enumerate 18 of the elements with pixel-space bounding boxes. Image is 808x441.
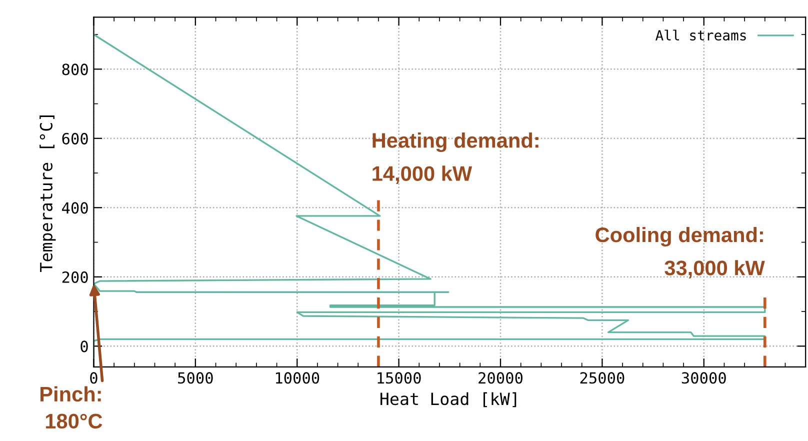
x-tick-label: 15000 [378,372,421,384]
x-tick-label: 30000 [682,372,726,384]
y-tick-label: 0 [80,340,88,352]
y-tick-label: 400 [62,202,88,214]
x-axis-title: Heat Load [kW] [380,392,516,408]
legend-label: All streams [656,30,746,41]
x-tick-label: 25000 [580,372,624,384]
ref-line-label: Cooling demand: 33,000 kW [596,226,765,278]
y-tick-label: 800 [62,64,88,76]
y-tick-label: 600 [62,132,88,144]
y-tick-label: 200 [62,271,88,283]
x-tick-label: 5000 [178,372,213,384]
ref-line-label: Heating demand: 14,000 kW [372,132,538,184]
x-tick-label: 0 [90,372,98,384]
x-tick-label: 10000 [276,372,320,384]
y-axis-title: Temperature [°C] [40,116,56,272]
annotation: Pinch: 180°C [40,386,102,429]
x-tick-label: 20000 [478,372,523,384]
